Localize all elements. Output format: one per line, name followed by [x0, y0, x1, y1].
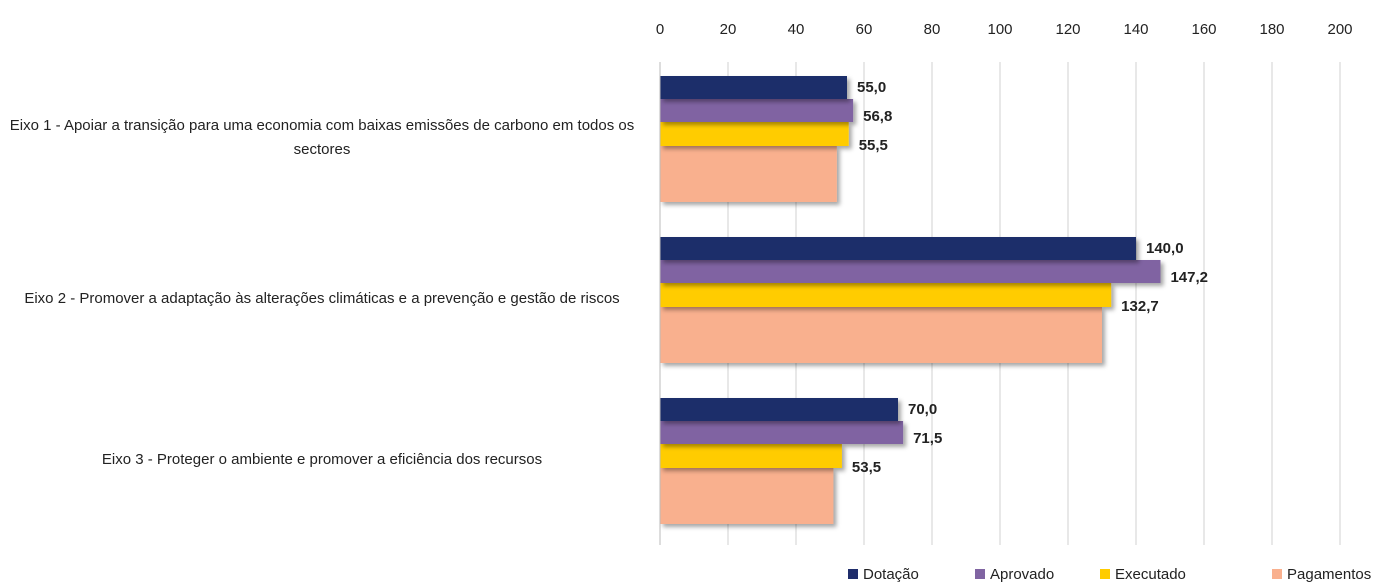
x-tick-label: 60 — [856, 21, 873, 38]
data-label: 147,2 — [1170, 269, 1208, 286]
legend-swatch — [1100, 569, 1110, 579]
bar — [660, 468, 834, 524]
data-label: 56,8 — [863, 108, 892, 125]
bar — [660, 122, 849, 146]
bar — [660, 260, 1161, 283]
x-tick-label: 140 — [1123, 21, 1148, 38]
bar — [660, 444, 842, 468]
x-tick-label: 160 — [1191, 21, 1216, 38]
data-label: 132,7 — [1121, 298, 1159, 315]
data-label: 71,5 — [913, 430, 942, 447]
category-label: Eixo 3 - Proteger o ambiente e promover … — [101, 450, 543, 468]
data-label: 70,0 — [908, 401, 937, 418]
category-label: Eixo 2 - Promover a adaptação às alteraç… — [24, 289, 620, 307]
legend-label: Dotação — [863, 566, 919, 583]
bar — [660, 421, 904, 444]
x-tick-label: 0 — [656, 21, 664, 38]
x-tick-label: 20 — [720, 21, 737, 38]
bar — [660, 237, 1136, 260]
legend-label: Executado — [1115, 566, 1186, 583]
data-label: 53,5 — [852, 459, 881, 476]
data-label: 140,0 — [1146, 240, 1184, 257]
x-tick-label: 40 — [788, 21, 805, 38]
bar — [660, 307, 1102, 363]
x-tick-label: 120 — [1055, 21, 1080, 38]
data-label: 55,0 — [857, 79, 886, 96]
bar — [660, 283, 1112, 307]
bar — [660, 146, 837, 202]
x-tick-label: 200 — [1327, 21, 1352, 38]
legend-swatch — [975, 569, 985, 579]
legend-label: Pagamentos — [1287, 566, 1371, 583]
legend-label: Aprovado — [990, 566, 1054, 583]
category-label: Eixo 1 - Apoiar a transição para uma eco… — [9, 116, 635, 158]
bar — [660, 76, 847, 99]
x-tick-label: 80 — [924, 21, 941, 38]
bar — [660, 99, 854, 122]
legend-swatch — [848, 569, 858, 579]
bar — [660, 398, 898, 421]
x-tick-label: 100 — [987, 21, 1012, 38]
data-label: 55,5 — [859, 137, 888, 154]
legend-swatch — [1272, 569, 1282, 579]
x-tick-label: 180 — [1259, 21, 1284, 38]
